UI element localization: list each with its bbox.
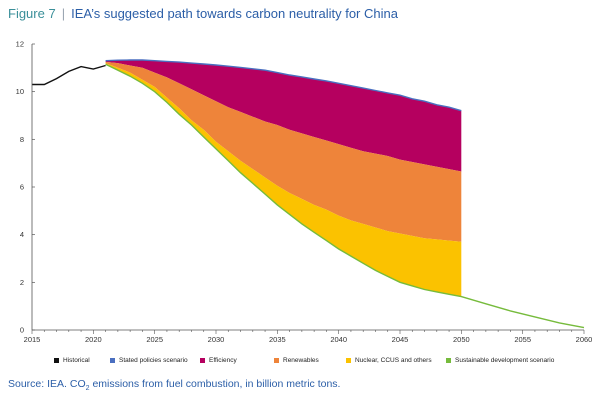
source-suffix: emissions from fuel combustion, in billi… (89, 378, 341, 390)
sustainable-development-line (105, 63, 585, 329)
legend-item-renewables: Renewables (274, 357, 319, 364)
x-tick-label: 2020 (85, 335, 102, 344)
legend-item-stated-policies: Stated policies scenario (110, 357, 188, 364)
emission-lines (32, 59, 585, 329)
x-tick-label: 2015 (24, 335, 41, 344)
legend-swatch-nuclear (346, 358, 351, 363)
legend-item-efficiency: Efficiency (200, 357, 237, 364)
legend-swatch-efficiency (200, 358, 205, 363)
efficiency-band (105, 60, 462, 172)
source-subscript: 2 (85, 385, 90, 393)
x-tick-label: 2060 (576, 335, 593, 344)
y-tick-label: 10 (16, 87, 24, 96)
legend-swatch-sustainable (446, 358, 451, 363)
y-tick-label: 0 (20, 326, 24, 335)
nuclear-ccus-band (105, 63, 462, 297)
legend-item-nuclear: Nuclear, CCUS and others (346, 357, 432, 364)
x-tick-label: 2045 (392, 335, 409, 344)
header-separator: | (61, 6, 66, 21)
stated-policies-line (105, 59, 462, 112)
x-tick-label: 2030 (208, 335, 225, 344)
x-tick-label: 2055 (514, 335, 531, 344)
legend-label-sustainable: Sustainable development scenario (455, 357, 555, 364)
figure-label: Figure 7 (8, 6, 56, 21)
x-tick-label: 2040 (330, 335, 347, 344)
x-tick-label: 2035 (269, 335, 286, 344)
renewables-band (105, 61, 462, 242)
y-tick-label: 4 (20, 230, 24, 239)
legend-item-sustainable: Sustainable development scenario (446, 357, 554, 364)
x-tick-label: 2050 (453, 335, 470, 344)
legend-label-stated-policies: Stated policies scenario (119, 357, 188, 364)
chart-axes: 0 2 4 6 8 10 12 2015 2020 2025 2030 2035 2040 2045 205… (16, 40, 593, 345)
y-tick-label: 8 (20, 135, 24, 144)
x-tick-label: 2025 (146, 335, 163, 344)
source-note: Source: IEA. CO2 emissions from fuel com… (8, 378, 340, 392)
y-tick-label: 12 (16, 40, 24, 49)
legend-swatch-stated-policies (110, 358, 115, 363)
emission-bands (105, 60, 462, 297)
legend-label-nuclear: Nuclear, CCUS and others (355, 357, 432, 364)
chart-title: IEA’s suggested path towards carbon neut… (71, 6, 398, 21)
chart-legend: Historical Stated policies scenario Effi… (54, 357, 594, 369)
y-tick-label: 2 (20, 278, 24, 287)
figure-header: Figure 7 | IEA’s suggested path towards ca… (8, 6, 398, 21)
legend-label-renewables: Renewables (283, 357, 319, 364)
legend-label-efficiency: Efficiency (209, 357, 237, 364)
legend-swatch-renewables (274, 358, 279, 363)
historical-line (32, 64, 106, 86)
legend-swatch-historical (54, 358, 59, 363)
source-prefix: Source: IEA. CO (8, 378, 86, 390)
y-tick-label: 6 (20, 183, 24, 192)
legend-item-historical: Historical (54, 357, 90, 364)
legend-label-historical: Historical (63, 357, 90, 364)
